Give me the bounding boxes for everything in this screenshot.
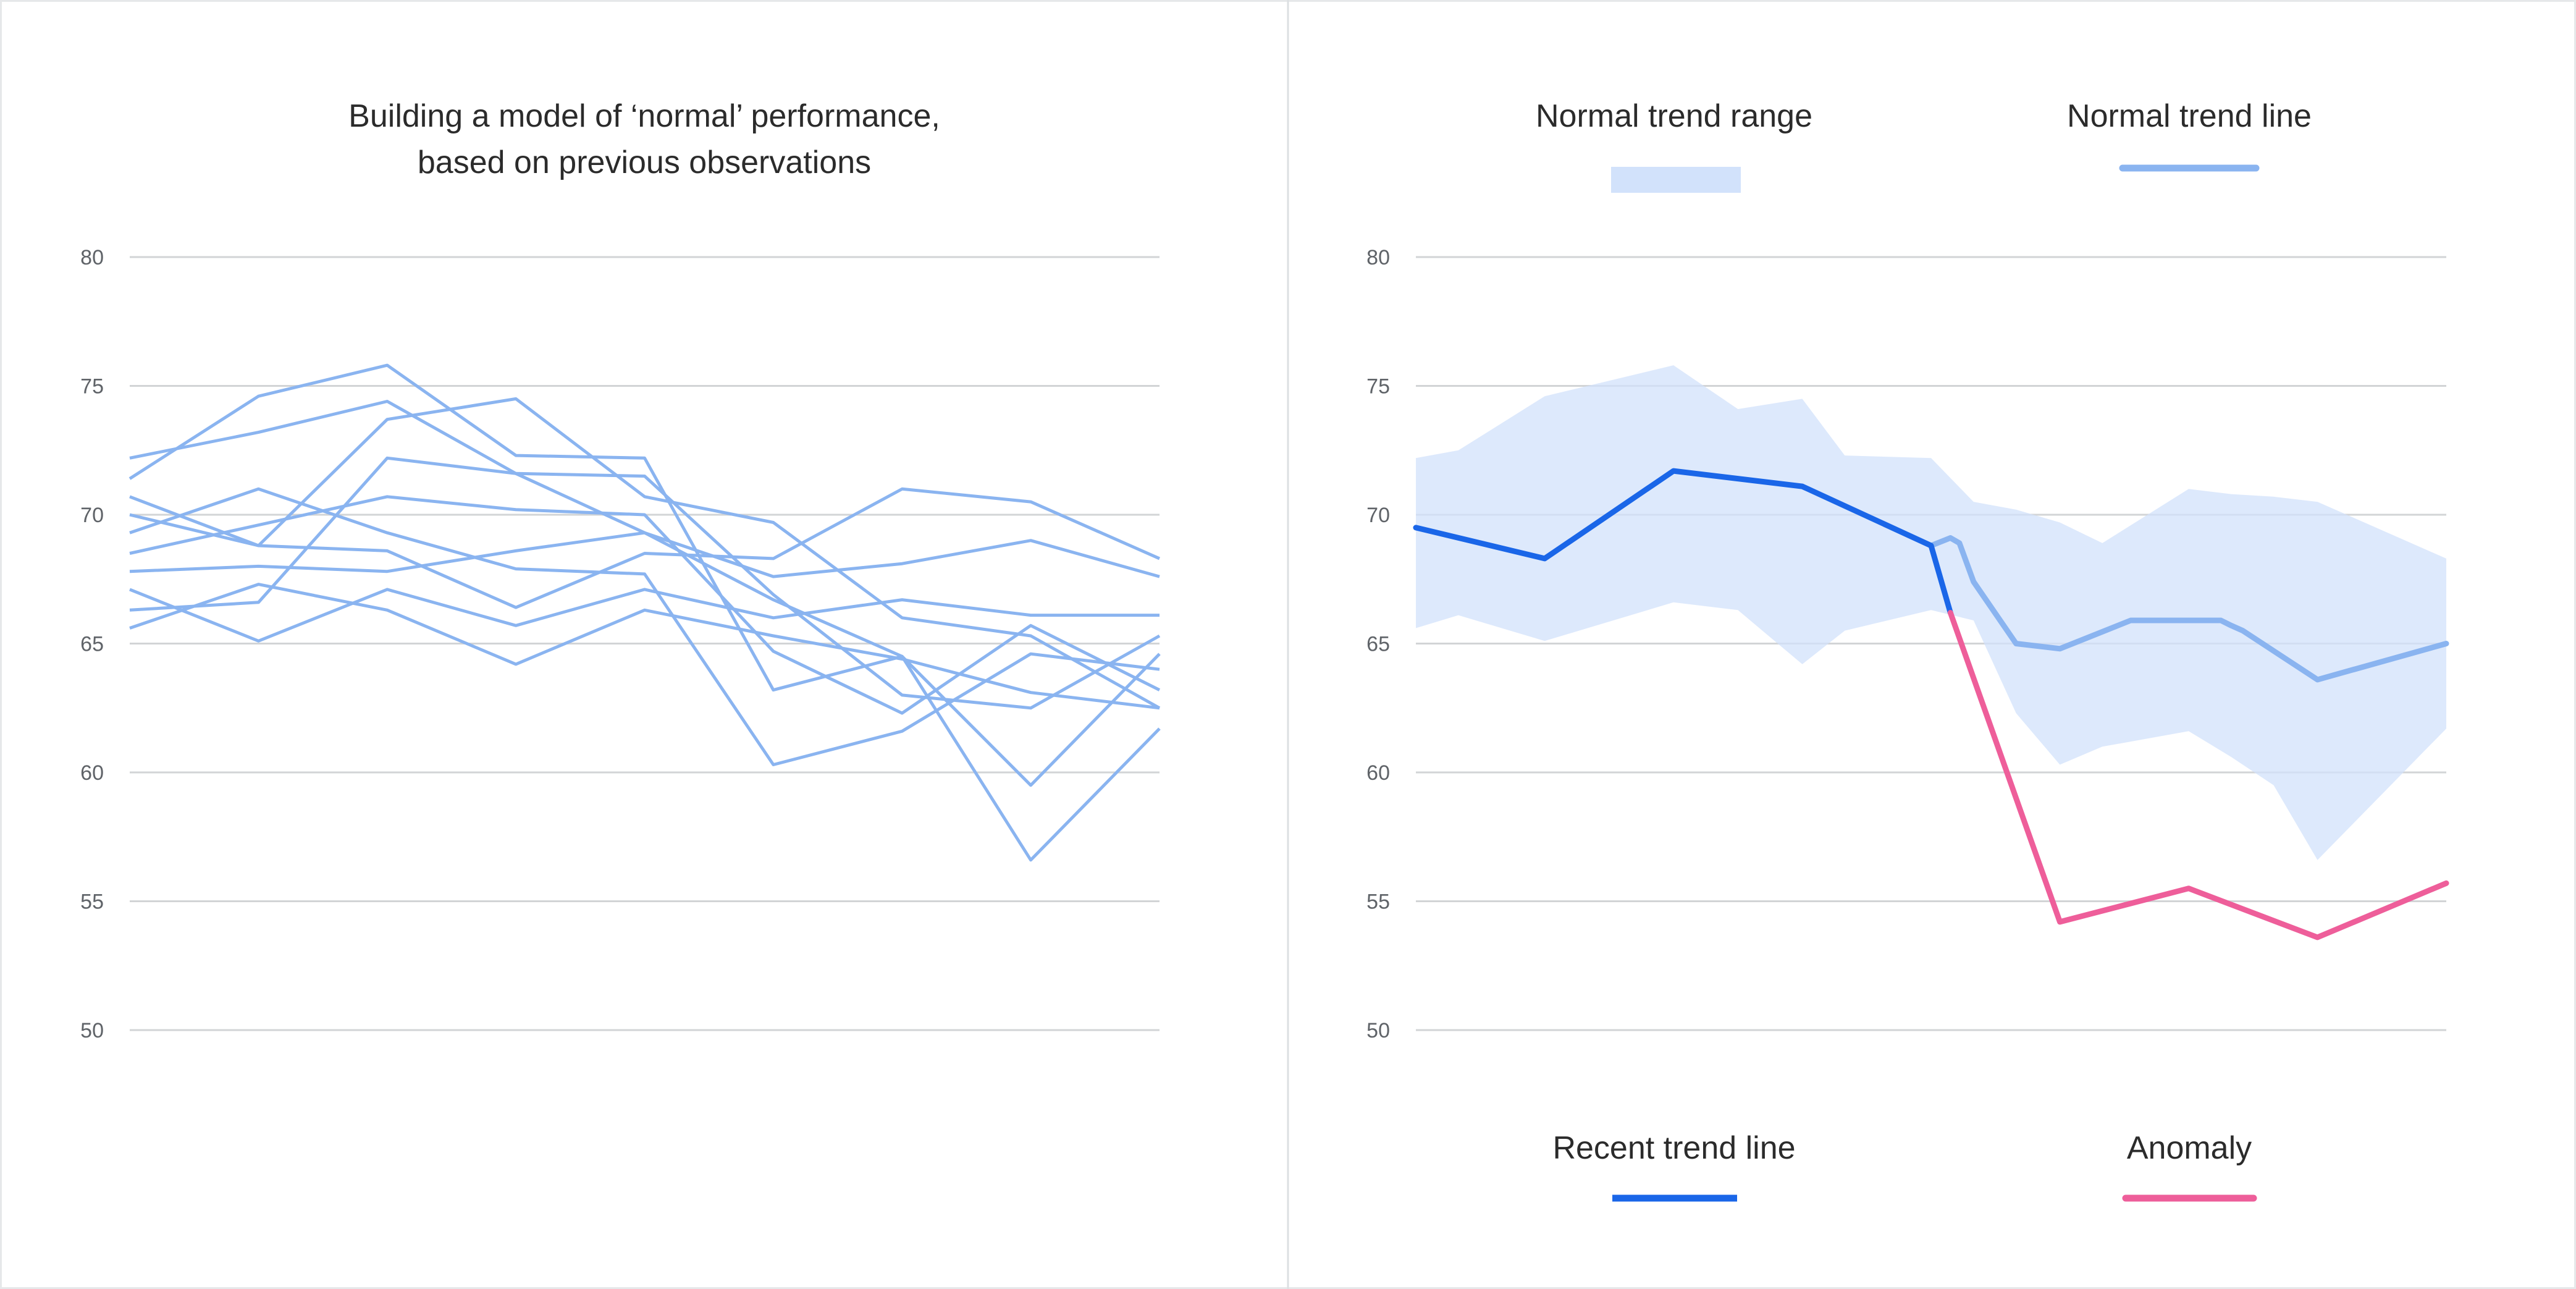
right-y-tick-labels: 80 75 70 65 60 55 50 [1366, 246, 1390, 1042]
left-y-tick-60: 60 [80, 761, 104, 785]
left-y-tick-labels: 80 75 70 65 60 55 50 [80, 246, 104, 1042]
history-line-9 [129, 531, 1160, 578]
right-y-tick-80: 80 [1366, 246, 1390, 269]
history-line-5 [129, 487, 1161, 609]
right-y-tick-65: 65 [1366, 633, 1390, 656]
legend-anomaly-label: Anomaly [2127, 1130, 2252, 1166]
left-y-tick-70: 70 [80, 504, 104, 527]
left-y-tick-50: 50 [80, 1019, 104, 1042]
legend-anomaly: Anomaly [2122, 1130, 2257, 1202]
right-y-tick-75: 75 [1366, 375, 1390, 399]
legend-recent-trend-line: Recent trend line [1552, 1130, 1796, 1202]
left-history-lines [128, 363, 1161, 862]
right-y-tick-60: 60 [1366, 761, 1390, 785]
history-line-7 [129, 588, 1160, 643]
history-line-6 [129, 495, 1161, 715]
normal-trend-line [1928, 535, 2449, 683]
legend-recent-trend-line-label: Recent trend line [1552, 1130, 1795, 1166]
left-chart: Building a model of ‘normal’ performance… [80, 98, 1161, 1042]
left-y-tick-80: 80 [80, 246, 104, 269]
history-line-2 [128, 363, 1161, 787]
legend-normal-trend-line-label: Normal trend line [2067, 98, 2312, 134]
history-line-10 [129, 583, 1160, 710]
right-chart: 80 75 70 65 60 55 50 Normal trend range Normal… [1366, 98, 2449, 1202]
normal-trend-range-area [1416, 365, 2446, 860]
left-y-tick-55: 55 [80, 890, 104, 914]
legend-normal-trend-range: Normal trend range [1536, 98, 1812, 193]
history-line-4 [129, 397, 1161, 709]
left-chart-title-line-1: Building a model of ‘normal’ performance… [348, 98, 940, 134]
anomaly-trend-line [1947, 610, 2449, 940]
right-y-tick-55: 55 [1366, 890, 1390, 914]
legend-normal-trend-line: Normal trend line [2067, 98, 2312, 172]
history-line-8 [129, 456, 1161, 710]
right-y-tick-70: 70 [1366, 504, 1390, 527]
history-line-3 [129, 487, 1160, 766]
left-y-tick-65: 65 [80, 633, 104, 656]
normal-trend-range-band [1416, 365, 2446, 860]
recent-trend-line [1413, 468, 1953, 615]
left-y-tick-75: 75 [80, 375, 104, 399]
legend-normal-trend-range-swatch [1611, 167, 1741, 193]
left-chart-title-line-2: based on previous observations [418, 145, 871, 180]
right-trend-lines [1413, 468, 2449, 940]
right-y-tick-50: 50 [1366, 1019, 1390, 1042]
legend-normal-trend-range-label: Normal trend range [1536, 98, 1812, 134]
